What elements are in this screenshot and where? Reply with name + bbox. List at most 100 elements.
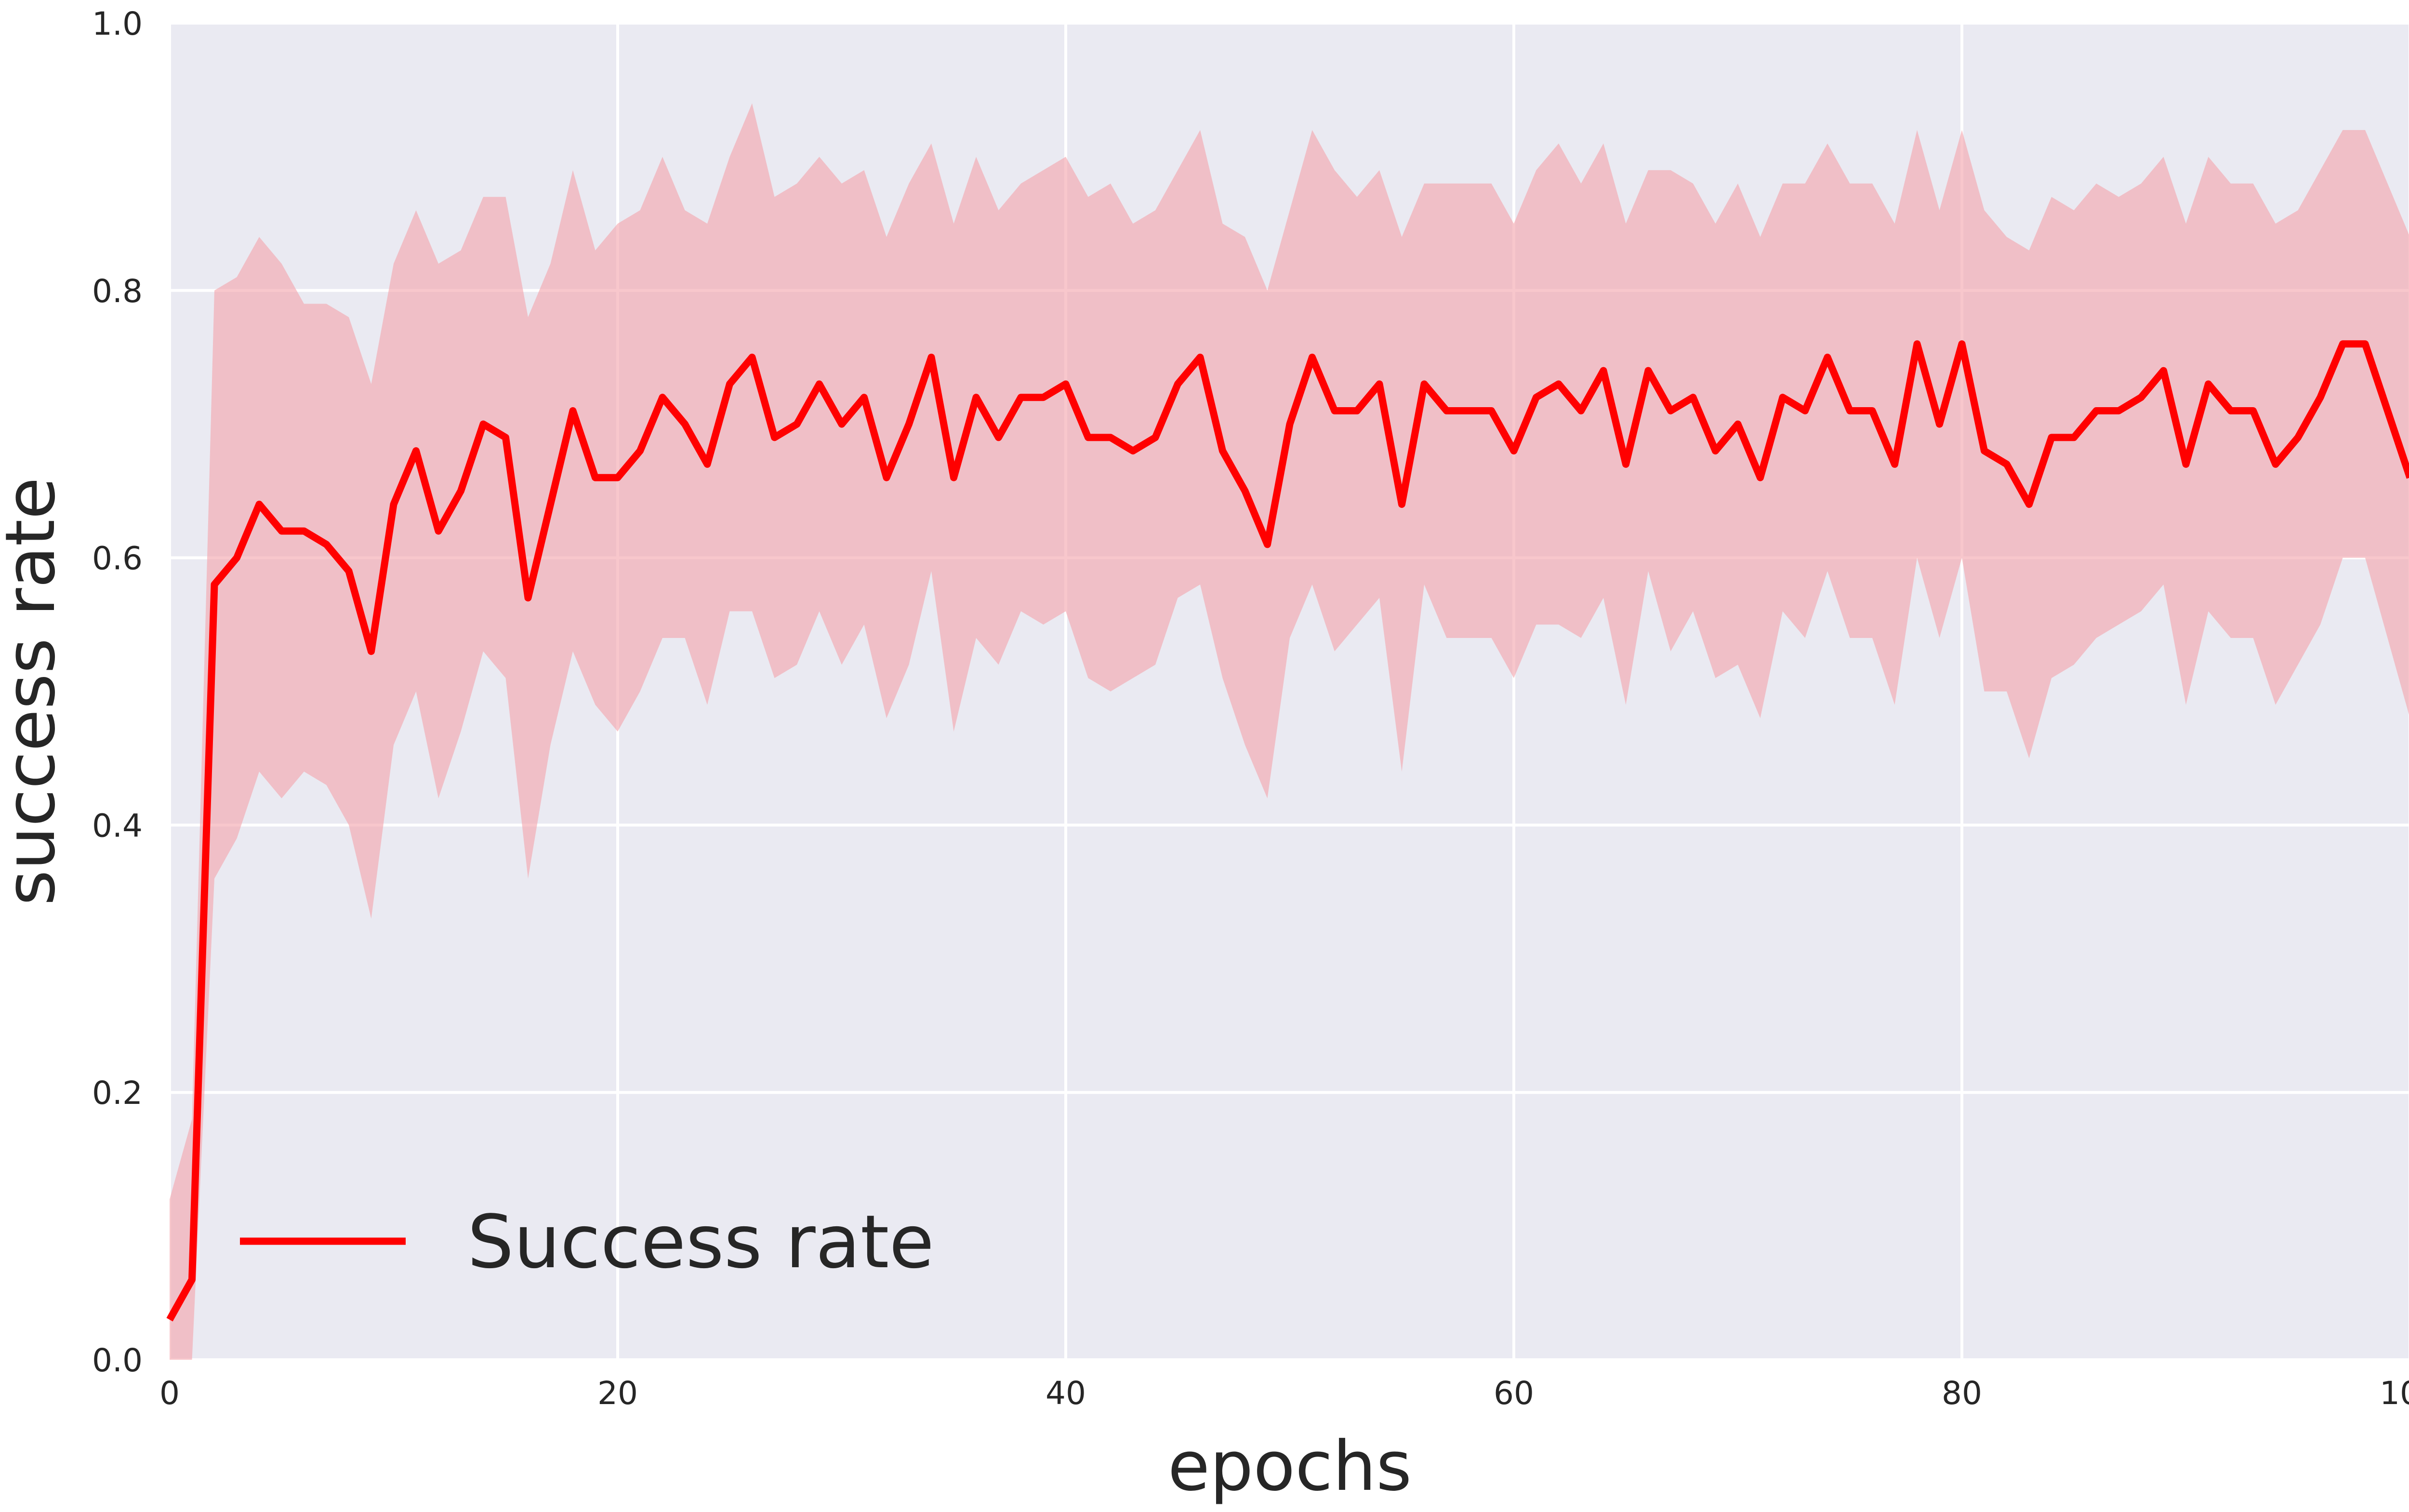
data-point bbox=[1421, 381, 1428, 387]
data-point bbox=[1690, 394, 1696, 401]
data-point bbox=[1018, 394, 1024, 401]
data-point bbox=[749, 354, 755, 361]
x-tick-label: 40 bbox=[1046, 1375, 1086, 1412]
data-point bbox=[1130, 448, 1137, 454]
y-axis-ticks: 0.0 0.2 0.4 0.6 0.8 1.0 bbox=[92, 5, 143, 1379]
data-point bbox=[1197, 354, 1204, 361]
data-point bbox=[704, 461, 711, 467]
data-point bbox=[1488, 407, 1495, 414]
data-point bbox=[1555, 381, 1562, 387]
data-point bbox=[1219, 448, 1226, 454]
data-point bbox=[1712, 448, 1719, 454]
data-point bbox=[1242, 488, 1248, 494]
data-point bbox=[659, 394, 666, 401]
data-point bbox=[368, 648, 375, 655]
data-point bbox=[1331, 407, 1338, 414]
data-point bbox=[906, 421, 913, 427]
data-point bbox=[771, 434, 778, 441]
data-point bbox=[1824, 354, 1831, 361]
data-point bbox=[166, 1316, 173, 1323]
y-tick-label: 0.6 bbox=[92, 540, 143, 577]
data-point bbox=[2138, 394, 2144, 401]
data-point bbox=[637, 448, 644, 454]
data-point bbox=[1802, 407, 1809, 414]
x-tick-label: 80 bbox=[1942, 1375, 1982, 1412]
data-point bbox=[1623, 461, 1629, 467]
data-point bbox=[1354, 407, 1361, 414]
data-point bbox=[1914, 341, 1920, 347]
data-point bbox=[1600, 367, 1607, 374]
data-point bbox=[2384, 407, 2391, 414]
data-point bbox=[2048, 434, 2055, 441]
data-point bbox=[1085, 434, 1092, 441]
x-axis-ticks: 0 20 40 60 80 100 bbox=[159, 1375, 2409, 1412]
data-point bbox=[1443, 407, 1450, 414]
data-point bbox=[995, 434, 1002, 441]
data-point bbox=[1892, 461, 1898, 467]
data-point bbox=[883, 474, 890, 481]
data-point bbox=[480, 421, 487, 427]
data-point bbox=[413, 448, 420, 454]
x-tick-label: 0 bbox=[159, 1375, 180, 1412]
data-point bbox=[614, 474, 621, 481]
data-point bbox=[2317, 394, 2324, 401]
data-point bbox=[1040, 394, 1047, 401]
data-point bbox=[2272, 461, 2279, 467]
data-point bbox=[2295, 434, 2302, 441]
data-point bbox=[2093, 407, 2100, 414]
data-point bbox=[727, 381, 733, 387]
data-point bbox=[1757, 474, 1764, 481]
data-point bbox=[928, 354, 935, 361]
data-point bbox=[838, 421, 845, 427]
data-point bbox=[861, 394, 868, 401]
data-point bbox=[1578, 407, 1585, 414]
y-tick-label: 0.2 bbox=[92, 1074, 143, 1112]
data-point bbox=[435, 528, 442, 534]
data-point bbox=[1376, 381, 1383, 387]
data-point bbox=[234, 555, 240, 561]
data-point bbox=[1645, 367, 1652, 374]
data-point bbox=[569, 407, 576, 414]
data-point bbox=[1869, 407, 1876, 414]
data-point bbox=[2071, 434, 2078, 441]
y-tick-label: 0.4 bbox=[92, 807, 143, 844]
data-point bbox=[189, 1276, 196, 1283]
data-point bbox=[278, 528, 285, 534]
data-point bbox=[211, 581, 218, 588]
data-point bbox=[547, 501, 554, 508]
data-point bbox=[323, 541, 330, 548]
data-point bbox=[2160, 367, 2167, 374]
data-point bbox=[2340, 341, 2346, 347]
x-tick-label: 60 bbox=[1494, 1375, 1534, 1412]
data-point bbox=[458, 488, 464, 494]
data-point bbox=[1847, 407, 1853, 414]
x-tick-label: 100 bbox=[2380, 1375, 2409, 1412]
data-point bbox=[682, 421, 688, 427]
data-point bbox=[1062, 381, 1069, 387]
data-point bbox=[973, 394, 979, 401]
data-point bbox=[1466, 407, 1472, 414]
data-point bbox=[2116, 407, 2122, 414]
data-point bbox=[345, 568, 352, 574]
data-point bbox=[2026, 501, 2033, 508]
data-point bbox=[1399, 501, 1405, 508]
data-point bbox=[2250, 407, 2257, 414]
y-tick-label: 0.8 bbox=[92, 273, 143, 310]
data-point bbox=[1981, 448, 1988, 454]
data-point bbox=[2362, 341, 2369, 347]
data-point bbox=[1286, 421, 1293, 427]
data-point bbox=[1936, 421, 1943, 427]
data-point bbox=[525, 595, 531, 601]
data-point bbox=[2183, 461, 2189, 467]
y-tick-label: 1.0 bbox=[92, 5, 143, 42]
confidence-band bbox=[170, 103, 2409, 1360]
y-tick-label: 0.0 bbox=[92, 1342, 143, 1379]
data-point bbox=[1779, 394, 1786, 401]
data-point bbox=[503, 434, 509, 441]
data-point bbox=[1510, 448, 1517, 454]
data-point bbox=[256, 501, 263, 508]
data-point bbox=[816, 381, 823, 387]
x-axis-label: epochs bbox=[1168, 1427, 1412, 1506]
data-point bbox=[2205, 381, 2212, 387]
